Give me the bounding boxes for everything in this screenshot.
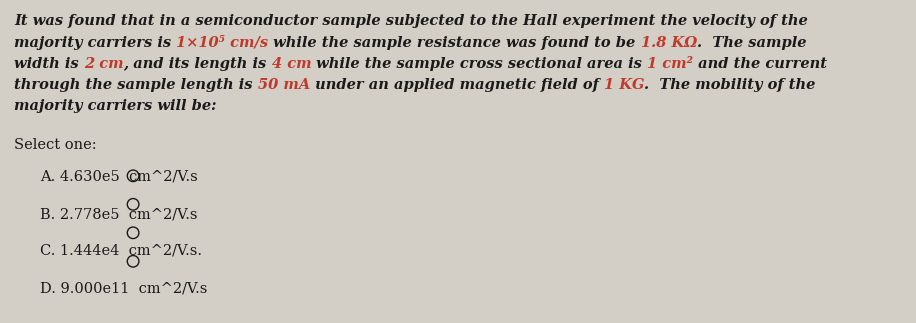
Text: through the sample length is: through the sample length is (14, 78, 257, 92)
Text: majority carriers is: majority carriers is (14, 36, 176, 50)
Text: .  The sample: . The sample (697, 36, 806, 50)
Text: D. 9.000e11  cm^2/V.s: D. 9.000e11 cm^2/V.s (40, 281, 207, 295)
Text: majority carriers will be:: majority carriers will be: (14, 99, 216, 113)
Text: 2 cm: 2 cm (83, 57, 124, 71)
Text: 1.8 KΩ: 1.8 KΩ (641, 36, 697, 50)
Text: It was found that in a semiconductor sample subjected to the Hall experiment the: It was found that in a semiconductor sam… (14, 14, 808, 28)
Text: , and its length is: , and its length is (124, 57, 272, 71)
Text: A. 4.630e5  cm^2/V.s: A. 4.630e5 cm^2/V.s (40, 170, 198, 184)
Text: 50 mA: 50 mA (257, 78, 310, 92)
Text: and the current: and the current (693, 57, 827, 71)
Text: .  The mobility of the: . The mobility of the (644, 78, 816, 92)
Text: 1 KG: 1 KG (604, 78, 644, 92)
Text: while the sample cross sectional area is: while the sample cross sectional area is (311, 57, 648, 71)
Text: width is: width is (14, 57, 83, 71)
Text: Select one:: Select one: (14, 138, 96, 152)
Text: while the sample resistance was found to be: while the sample resistance was found to… (268, 36, 641, 50)
Text: 1×10⁵ cm/s: 1×10⁵ cm/s (176, 36, 268, 50)
Text: B. 2.778e5  cm^2/V.s: B. 2.778e5 cm^2/V.s (40, 207, 198, 221)
Text: 4 cm: 4 cm (272, 57, 311, 71)
Text: 1 cm²: 1 cm² (648, 57, 693, 71)
Text: C. 1.444e4  cm^2/V.s.: C. 1.444e4 cm^2/V.s. (40, 244, 202, 258)
Text: under an applied magnetic field of: under an applied magnetic field of (310, 78, 604, 92)
